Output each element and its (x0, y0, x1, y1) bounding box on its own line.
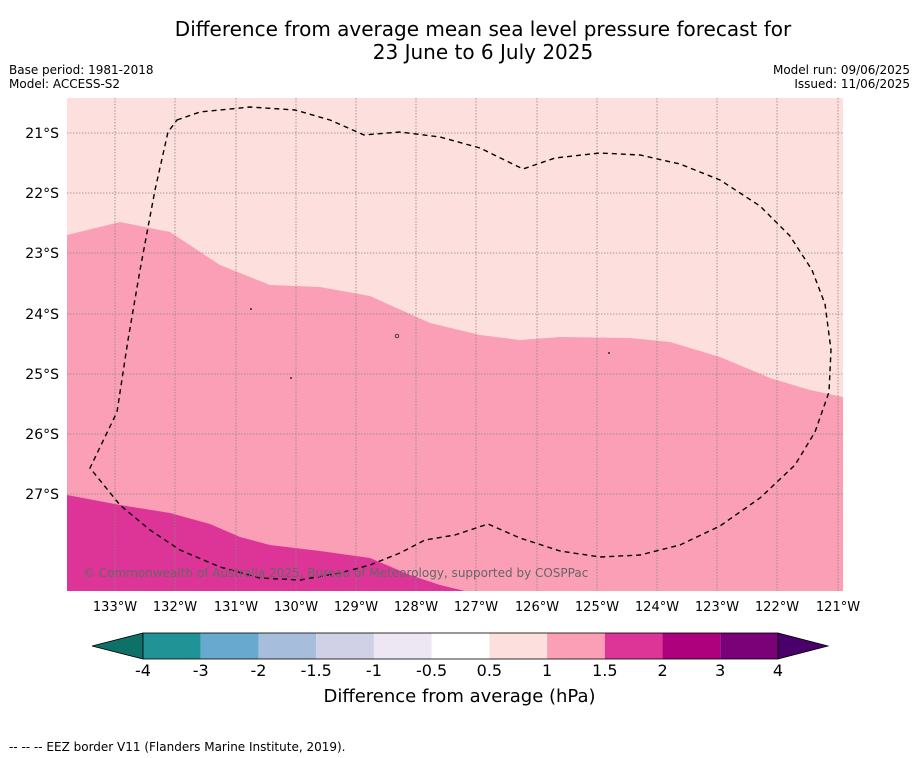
title-line-1: Difference from average mean sea level p… (174, 17, 792, 41)
colorbar-segment (200, 633, 259, 659)
issued-text: Issued: 11/06/2025 (794, 77, 910, 91)
colorbar-extend-low (91, 632, 144, 660)
latitude-gridlines (67, 132, 843, 495)
band-1-to-1-5 (67, 222, 843, 591)
lon-label: 127°W (454, 600, 498, 615)
colorbar-segment (662, 633, 721, 659)
lat-label: 26°S (25, 427, 59, 443)
colorbar-outline (142, 632, 779, 660)
colorbar-tick-label: 1.5 (592, 661, 618, 680)
small-island-markers (250, 308, 610, 379)
meta-left: Base period: 1981-2018 Model: ACCESS-S2 (9, 63, 154, 91)
lon-label: 128°W (394, 600, 438, 615)
colorbar-tick-label: -1.5 (300, 661, 332, 680)
base-period-text: Base period: 1981-2018 (9, 63, 154, 77)
lon-label: 129°W (334, 600, 378, 615)
model-run-text: Model run: 09/06/2025 (772, 63, 910, 77)
colorbar-segment (489, 633, 548, 659)
lon-label: 121°W (816, 600, 860, 615)
lat-label: 23°S (25, 246, 59, 262)
colorbar-tick-label: 4 (772, 661, 784, 680)
colorbar-segment (547, 633, 605, 659)
lon-label: 126°W (515, 600, 559, 615)
longitude-gridlines (114, 98, 839, 591)
colorbar-tick-label: -0.5 (416, 661, 448, 680)
lon-label: 125°W (575, 600, 619, 615)
colorbar-title: Difference from average (hPa) (323, 686, 596, 707)
colorbar-tick-label: 2 (657, 661, 668, 680)
map-panel: © Commonwealth of Australia 2025, Bureau… (67, 98, 843, 591)
lon-label: 131°W (214, 600, 258, 615)
colorbar-segment (316, 633, 374, 659)
lat-label: 27°S (25, 487, 59, 503)
meta-right: Model run: 09/06/2025 Issued: 11/06/2025 (773, 63, 910, 91)
lat-label: 22°S (25, 186, 59, 202)
eez-footnote: -- -- -- EEZ border V11 (Flanders Marine… (9, 740, 346, 754)
lat-label: 24°S (25, 307, 59, 323)
lon-label: 124°W (635, 600, 679, 615)
colorbar-tick-label: -4 (135, 661, 151, 680)
map-title: Difference from average mean sea level p… (0, 18, 919, 64)
model-text: Model: ACCESS-S2 (9, 77, 121, 91)
lat-label: 21°S (25, 126, 59, 142)
lon-label: 123°W (695, 600, 739, 615)
lon-label: 132°W (153, 600, 197, 615)
colorbar-tick-label: 3 (715, 661, 726, 680)
colorbar-tick-label: 1 (541, 661, 553, 680)
colorbar-segment (604, 633, 663, 659)
longitude-labels: 133°W 132°W 131°W 130°W 129°W 128°W 127°… (93, 600, 860, 615)
colorbar-segment (431, 633, 490, 659)
colorbar-segment (373, 633, 432, 659)
eez-border (89, 106, 832, 581)
colorbar-segment (720, 633, 778, 659)
lon-label: 133°W (93, 600, 137, 615)
colorbar-tick-label: -3 (192, 661, 209, 680)
band-1-5-to-2 (67, 495, 465, 591)
copyright-text: © Commonwealth of Australia 2025, Bureau… (83, 566, 588, 580)
colorbar-extend-high (777, 632, 830, 660)
lon-label: 122°W (755, 600, 799, 615)
colorbar-segment (258, 633, 317, 659)
latitude-labels: 21°S 22°S 23°S 24°S 25°S 26°S 27°S (25, 126, 59, 503)
colorbar-tick-label: -1 (365, 661, 382, 680)
title-line-2: 23 June to 6 July 2025 (372, 40, 594, 64)
colorbar-tick-label: 0.5 (476, 661, 503, 680)
colorbar (91, 632, 830, 660)
colorbar-segment (143, 633, 201, 659)
lon-label: 130°W (274, 600, 318, 615)
lat-label: 25°S (25, 367, 59, 383)
colorbar-tick-label: -2 (250, 661, 267, 680)
